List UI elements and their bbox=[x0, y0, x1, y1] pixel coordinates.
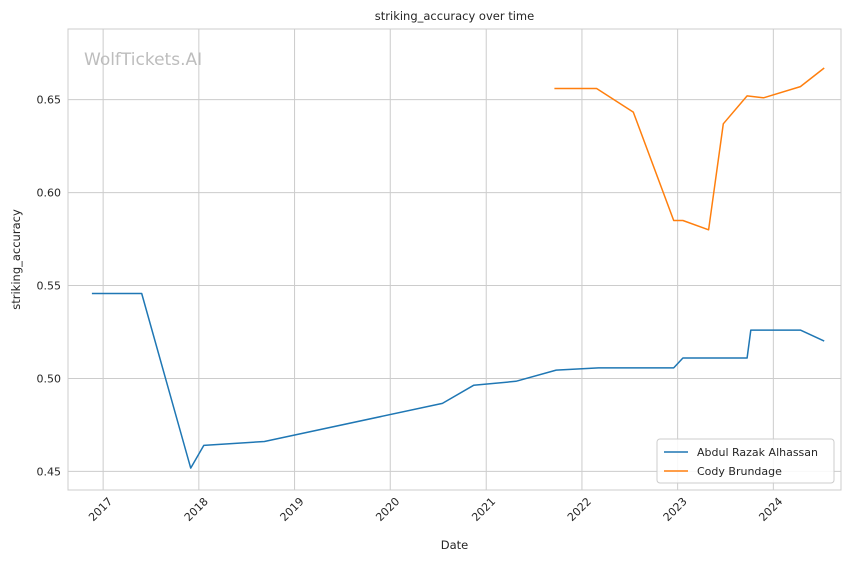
legend-box bbox=[656, 438, 835, 484]
y-tick-label: 0.60 bbox=[37, 187, 62, 200]
series-line-abdul-razak-alhassan bbox=[91, 292, 825, 469]
series-line-cody-brundage bbox=[554, 67, 825, 231]
y-tick-label: 0.45 bbox=[37, 465, 62, 478]
y-tick-label: 0.55 bbox=[37, 280, 62, 293]
y-axis-ticks: 0.45 0.50 0.55 0.60 0.65 bbox=[37, 94, 62, 479]
legend-label-abdul-razak-alhassan: Abdul Razak Alhassan bbox=[697, 446, 818, 459]
y-tick-label: 0.65 bbox=[37, 94, 62, 107]
legend-label-cody-brundage: Cody Brundage bbox=[697, 465, 782, 478]
y-axis-title: striking_accuracy bbox=[9, 209, 23, 310]
y-tick-label: 0.50 bbox=[37, 372, 62, 385]
chart-title: striking_accuracy over time bbox=[375, 9, 534, 23]
legend: Abdul Razak Alhassan Cody Brundage bbox=[656, 438, 835, 484]
x-axis-title: Date bbox=[441, 538, 469, 552]
watermark: WolfTickets.AI bbox=[84, 50, 202, 70]
grid bbox=[68, 29, 841, 490]
plot-border bbox=[67, 28, 842, 491]
series-layer bbox=[91, 67, 825, 469]
plot-area bbox=[68, 29, 841, 490]
